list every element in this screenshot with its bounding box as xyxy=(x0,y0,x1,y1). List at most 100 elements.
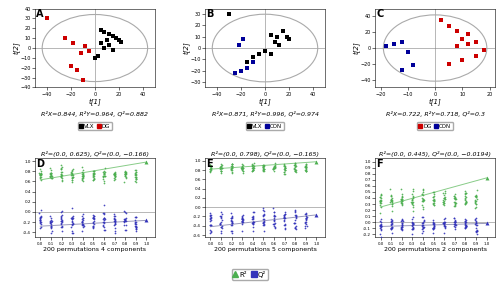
Point xyxy=(408,203,416,207)
Point xyxy=(472,205,480,209)
Point xyxy=(472,221,480,225)
Point xyxy=(111,222,119,226)
Point xyxy=(206,163,214,168)
Point xyxy=(291,210,299,214)
Point xyxy=(238,217,246,221)
Point xyxy=(377,198,385,202)
Point xyxy=(121,169,129,174)
Point xyxy=(292,227,300,231)
Point xyxy=(376,223,384,228)
Point xyxy=(250,160,258,165)
Point xyxy=(238,163,246,168)
Point xyxy=(239,217,247,222)
Point xyxy=(419,220,427,225)
Point xyxy=(111,170,119,175)
Text: E: E xyxy=(206,159,213,169)
Point xyxy=(462,197,469,201)
Point xyxy=(388,226,396,231)
Point xyxy=(292,161,300,166)
Point xyxy=(132,175,140,180)
Point xyxy=(132,225,140,229)
Point xyxy=(218,162,226,167)
Point xyxy=(388,201,396,206)
Point xyxy=(228,162,235,167)
Point xyxy=(58,174,66,179)
Point xyxy=(111,176,119,181)
Point xyxy=(302,218,310,222)
Point xyxy=(472,232,480,237)
Point xyxy=(68,174,76,179)
Point xyxy=(249,217,257,221)
Point xyxy=(36,167,44,172)
Point xyxy=(121,219,129,223)
Point xyxy=(390,42,398,46)
Point xyxy=(78,178,86,183)
Title: R²=(0.0, 0.445), Q²=(0.0, −0.0194): R²=(0.0, 0.445), Q²=(0.0, −0.0194) xyxy=(379,151,491,157)
Point xyxy=(58,176,66,180)
Point xyxy=(238,229,246,233)
Point xyxy=(462,223,469,228)
Point xyxy=(206,167,214,172)
Point xyxy=(386,226,394,231)
Point xyxy=(249,55,257,59)
Point xyxy=(280,163,288,167)
Point xyxy=(238,220,246,224)
Point xyxy=(132,227,140,232)
Point xyxy=(280,216,288,220)
Point xyxy=(100,174,108,178)
Point xyxy=(58,219,66,224)
Point xyxy=(238,166,246,170)
Point xyxy=(37,222,45,226)
Point xyxy=(462,224,469,228)
Point xyxy=(110,172,118,176)
Point xyxy=(418,192,426,196)
Point xyxy=(216,167,224,172)
Point xyxy=(430,222,438,227)
Point xyxy=(88,172,96,177)
Point xyxy=(238,166,246,171)
Point xyxy=(398,221,406,226)
Point xyxy=(47,170,55,175)
Point xyxy=(472,193,480,198)
Point xyxy=(48,174,56,178)
Point xyxy=(430,190,438,195)
Point xyxy=(132,175,140,179)
Point xyxy=(46,220,54,225)
Point xyxy=(112,36,120,40)
Point xyxy=(408,187,416,192)
Point xyxy=(420,197,428,202)
Point xyxy=(387,197,395,202)
Point xyxy=(100,227,108,232)
Point xyxy=(430,225,438,230)
Point xyxy=(112,173,120,178)
Point xyxy=(450,203,458,208)
Point xyxy=(260,220,268,224)
Point xyxy=(450,218,458,223)
Point xyxy=(430,225,438,229)
Point xyxy=(280,222,288,227)
Point xyxy=(48,222,56,227)
Point xyxy=(90,176,98,181)
Point xyxy=(100,174,108,178)
Point xyxy=(376,198,384,202)
Point xyxy=(249,220,257,224)
Point xyxy=(78,229,86,233)
Point xyxy=(100,172,108,176)
Point xyxy=(292,212,300,217)
Point xyxy=(472,229,480,233)
Point xyxy=(419,204,427,209)
Point xyxy=(472,229,480,234)
Point xyxy=(36,221,44,225)
Point xyxy=(111,229,119,234)
Point xyxy=(248,168,256,173)
Text: R²X=0.722, R²Y=0.718, Q²=0.3: R²X=0.722, R²Y=0.718, Q²=0.3 xyxy=(386,111,484,117)
Point xyxy=(100,220,108,225)
Point xyxy=(429,190,437,194)
Point xyxy=(302,211,310,216)
Point xyxy=(440,196,448,200)
Point xyxy=(429,195,437,199)
Point xyxy=(462,224,469,228)
Point xyxy=(397,187,405,192)
Point xyxy=(80,175,88,180)
Point xyxy=(78,220,86,225)
